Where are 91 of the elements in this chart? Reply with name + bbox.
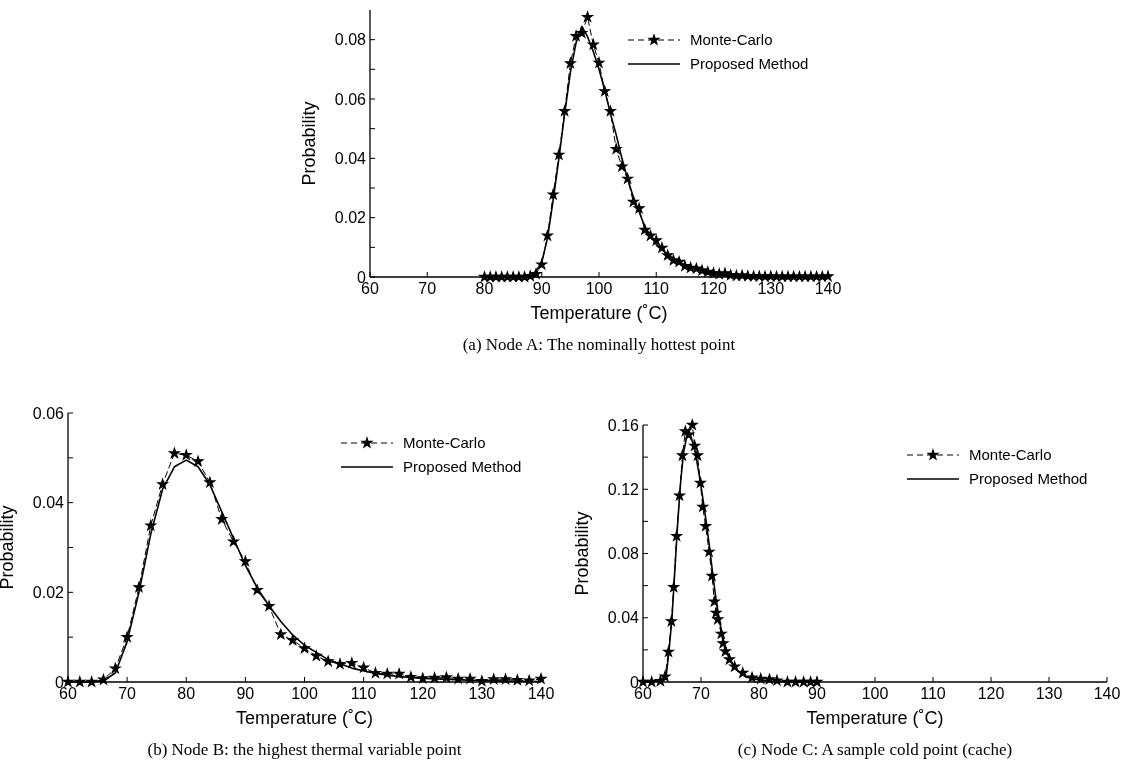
x-axis-title: Temperature (˚C) xyxy=(235,708,374,728)
x-tick-label: 100 xyxy=(291,685,318,702)
point xyxy=(192,455,204,467)
point xyxy=(417,672,429,684)
x-tick-label: 90 xyxy=(236,685,255,702)
point xyxy=(683,428,695,440)
y-axis-title: Probability xyxy=(572,511,592,596)
x-tick-label: 80 xyxy=(177,685,196,702)
text: (c) Node C: A sample cold point (cache) xyxy=(737,740,1013,759)
x-tick-label: 110 xyxy=(350,685,377,702)
x-tick-label: 120 xyxy=(700,280,727,297)
point xyxy=(346,657,358,668)
point xyxy=(405,671,417,682)
point xyxy=(692,449,703,461)
point xyxy=(121,631,133,642)
x-tick-label: 100 xyxy=(585,280,613,297)
x-tick-label: 80 xyxy=(475,280,494,297)
point xyxy=(204,476,216,488)
y-tick-label: 0.06 xyxy=(334,90,367,108)
point xyxy=(310,650,322,661)
point xyxy=(746,671,758,683)
x-tick-label: 70 xyxy=(418,280,437,297)
y-tick-label: 0.02 xyxy=(32,583,65,601)
x-axis-title: Temperature (˚C) xyxy=(806,708,944,728)
legend-label: Monte-Carlo xyxy=(403,434,486,452)
point xyxy=(811,676,823,687)
legend-label: Proposed Method xyxy=(969,470,1088,488)
point xyxy=(500,673,511,685)
point xyxy=(440,671,452,683)
point xyxy=(168,447,180,459)
point xyxy=(358,661,370,673)
point xyxy=(393,668,405,679)
x-tick-label: 140 xyxy=(1093,685,1121,702)
y-tick-label: 0.04 xyxy=(607,609,640,627)
x-tick-label: 140 xyxy=(814,280,842,297)
point xyxy=(216,513,228,524)
point xyxy=(476,675,488,686)
point xyxy=(239,555,251,567)
point xyxy=(686,419,698,430)
point xyxy=(771,674,783,686)
point xyxy=(523,674,535,686)
point xyxy=(646,676,658,687)
x-tick-label: 70 xyxy=(692,685,710,702)
x-tick-label: 70 xyxy=(118,685,137,702)
y-tick-label: 0.06 xyxy=(32,404,65,422)
point xyxy=(133,581,145,593)
legend-label: Monte-Carlo xyxy=(690,31,773,49)
point xyxy=(676,449,688,461)
point xyxy=(674,489,686,501)
y-tick-label: 0.02 xyxy=(334,209,367,227)
x-tick-label: 90 xyxy=(532,280,551,297)
legend-label: Proposed Method xyxy=(690,55,809,73)
x-tick-label: 110 xyxy=(643,280,670,297)
text: (b) Node B: the highest thermal variable point xyxy=(147,740,462,759)
x-tick-label: 120 xyxy=(977,685,1005,702)
point xyxy=(275,628,287,640)
point xyxy=(228,535,240,547)
y-tick-label: 0.04 xyxy=(32,494,65,512)
point xyxy=(488,673,500,685)
point xyxy=(287,634,299,646)
point xyxy=(145,519,157,531)
point xyxy=(180,449,192,460)
legend-label: Proposed Method xyxy=(403,458,522,476)
x-axis-title: Temperature (˚C) xyxy=(530,303,668,323)
legend-label: Monte-Carlo xyxy=(969,446,1052,464)
x-tick-label: 130 xyxy=(1035,685,1063,702)
x-tick-label: 130 xyxy=(757,280,785,297)
point xyxy=(299,642,310,654)
x-tick-label: 130 xyxy=(468,685,496,702)
point xyxy=(659,670,671,682)
x-tick-label: 110 xyxy=(920,685,946,702)
point xyxy=(708,595,720,607)
point xyxy=(322,655,334,667)
y-tick-label: 0.08 xyxy=(334,31,367,49)
y-tick-label: 0.08 xyxy=(607,545,640,563)
point xyxy=(535,673,547,684)
x-tick-label: 90 xyxy=(808,685,826,702)
point xyxy=(109,662,121,674)
y-tick-label: 0.04 xyxy=(334,149,367,167)
x-tick-label: 100 xyxy=(861,685,889,702)
y-axis-title: Probability xyxy=(299,101,319,186)
point xyxy=(157,478,169,490)
point xyxy=(381,668,393,679)
y-tick-label: 0.16 xyxy=(607,416,640,434)
text: (a) Node A: The nominally hottest point xyxy=(462,335,736,354)
x-tick-label: 140 xyxy=(527,685,555,702)
x-tick-label: 120 xyxy=(409,685,437,702)
x-tick-label: 80 xyxy=(750,685,768,702)
point xyxy=(729,661,741,672)
y-tick-label: 0.12 xyxy=(607,480,640,498)
y-axis-title: Probability xyxy=(0,505,17,590)
